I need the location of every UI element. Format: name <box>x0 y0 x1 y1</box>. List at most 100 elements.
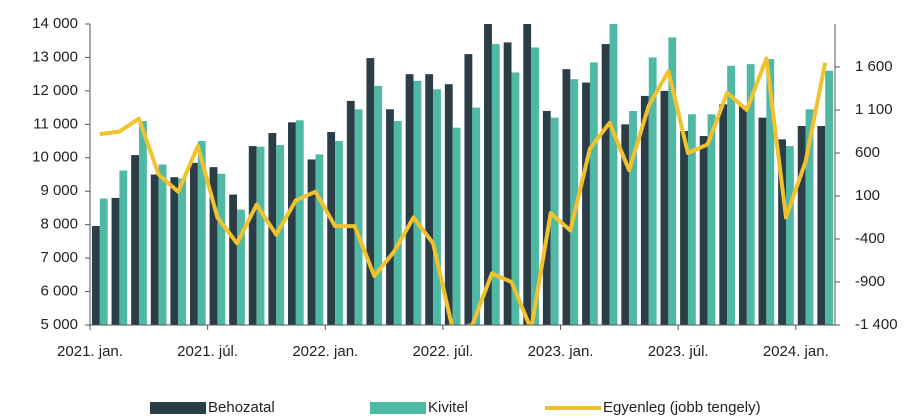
bar <box>464 54 473 325</box>
y-tick-label: 11 000 <box>33 115 78 132</box>
x-tick-label: 2022. júl. <box>412 343 473 360</box>
bar <box>393 120 402 325</box>
bar <box>570 79 579 325</box>
y-tick-label: 14 000 <box>32 15 78 32</box>
legend-label: Kivitel <box>428 399 468 416</box>
bar <box>374 85 383 325</box>
bar <box>170 177 179 325</box>
bar <box>680 131 688 325</box>
bar <box>386 109 394 325</box>
bar <box>727 65 736 325</box>
bar <box>346 100 355 325</box>
y-tick-label: 12 000 <box>32 82 78 99</box>
x-tick-label: 2024. jan. <box>763 343 829 360</box>
bar <box>582 82 590 325</box>
x-tick-label: 2023. jan. <box>528 343 594 360</box>
bar <box>209 167 218 325</box>
bar <box>503 42 512 325</box>
x-tick-label: 2023. júl. <box>648 343 709 360</box>
plot-area <box>91 24 834 325</box>
y2-tick-label: 100 <box>855 187 880 204</box>
bar <box>719 104 728 325</box>
bar <box>491 44 500 325</box>
bar <box>99 198 108 325</box>
bar <box>425 74 434 325</box>
bar <box>295 120 304 325</box>
bar <box>307 159 316 325</box>
bar <box>111 197 120 325</box>
bar <box>531 47 539 325</box>
bar <box>758 117 767 325</box>
bar <box>158 164 167 325</box>
bar <box>354 109 363 325</box>
y2-tick-label: -1 400 <box>855 316 898 333</box>
bar <box>178 178 187 325</box>
legend-label: Egyenleg (jobb tengely) <box>603 399 761 416</box>
bar <box>601 44 610 325</box>
bar <box>327 132 336 325</box>
bar <box>778 139 786 325</box>
bar <box>550 117 559 325</box>
y-tick-label: 13 000 <box>32 48 78 65</box>
bar <box>444 84 453 325</box>
bar <box>366 58 375 325</box>
bar <box>609 24 618 325</box>
bar <box>825 70 834 325</box>
legend-swatch <box>370 402 426 414</box>
y2-tick-label: -400 <box>855 230 885 247</box>
y-tick-label: 7 000 <box>40 249 78 266</box>
bar <box>699 136 708 325</box>
bar <box>197 141 206 325</box>
bar <box>589 62 598 325</box>
y-tick-label: 9 000 <box>40 182 78 199</box>
bar <box>237 209 245 325</box>
bar <box>660 90 669 325</box>
y2-tick-label: 1 600 <box>855 58 893 75</box>
bar <box>150 174 159 325</box>
bar <box>433 89 441 325</box>
bar <box>405 74 414 325</box>
bar <box>621 124 630 325</box>
bar <box>335 141 343 325</box>
y-tick-label: 5 000 <box>40 316 78 333</box>
y-tick-label: 6 000 <box>40 283 78 300</box>
legend-label: Behozatal <box>208 399 275 416</box>
bar <box>648 57 657 325</box>
bar <box>511 72 520 325</box>
bar <box>542 110 551 325</box>
y-tick-label: 8 000 <box>40 216 78 233</box>
bar <box>817 126 826 325</box>
bar <box>640 95 649 325</box>
line <box>99 56 828 325</box>
y2-tick-label: 1 100 <box>855 101 893 118</box>
bar <box>119 170 128 325</box>
bar <box>248 146 257 325</box>
x-tick-label: 2022. jan. <box>292 343 358 360</box>
bar <box>805 109 814 325</box>
bar <box>668 37 677 325</box>
y-tick-label: 10 000 <box>32 149 78 166</box>
y2-tick-label: 600 <box>855 144 880 161</box>
bar <box>797 126 806 325</box>
bar <box>746 64 755 325</box>
legend-swatch <box>150 402 206 414</box>
bar <box>785 146 794 325</box>
bar <box>484 24 492 325</box>
bar <box>288 122 296 325</box>
bar <box>472 107 481 325</box>
bar <box>131 155 140 325</box>
bar <box>229 194 238 325</box>
bar <box>256 146 265 325</box>
bar <box>276 145 285 325</box>
bar <box>629 110 637 325</box>
bar <box>189 162 198 325</box>
bar <box>707 114 716 325</box>
bar <box>91 226 100 325</box>
bar <box>523 24 532 325</box>
bar <box>139 120 147 325</box>
x-tick-label: 2021. jan. <box>57 343 123 360</box>
y2-tick-label: -900 <box>855 273 885 290</box>
x-tick-label: 2021. júl. <box>177 343 238 360</box>
bar <box>315 154 324 325</box>
